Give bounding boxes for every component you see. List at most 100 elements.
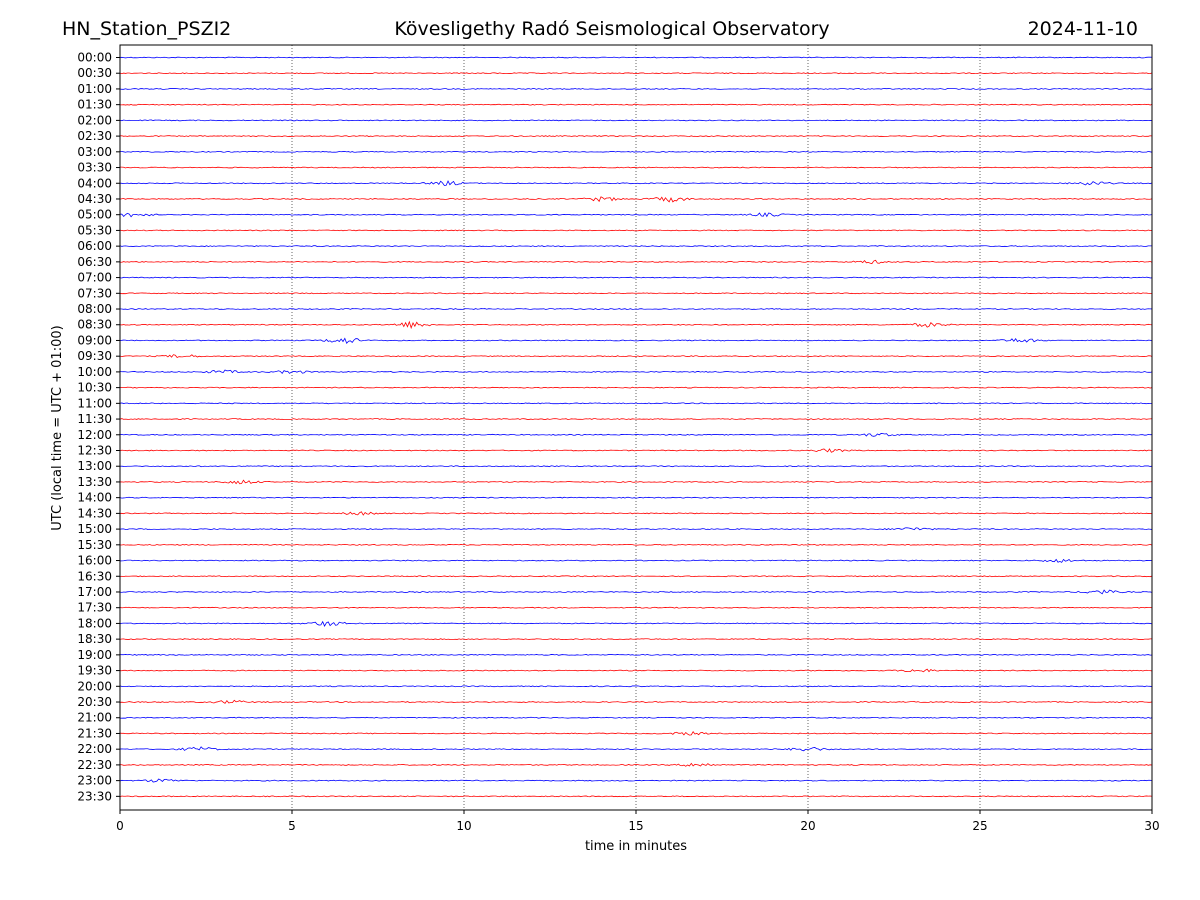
y-tick-label: 13:30	[77, 475, 112, 489]
y-tick-label: 02:00	[77, 113, 112, 127]
y-tick-label: 21:00	[77, 711, 112, 725]
y-tick-label: 05:30	[77, 223, 112, 237]
seismic-trace-row	[119, 638, 1152, 641]
y-tick-label: 22:30	[77, 758, 112, 772]
x-tick-label: 15	[628, 819, 643, 833]
seismic-trace-row	[119, 369, 1153, 374]
y-tick-label: 03:00	[77, 145, 112, 159]
y-tick-label: 17:00	[77, 585, 112, 599]
seismic-trace-row	[119, 527, 1153, 531]
plot-frame	[119, 44, 1153, 811]
seismic-trace-row	[119, 795, 1153, 798]
seismic-trace-row	[119, 668, 1153, 673]
x-tick-label: 30	[1144, 819, 1159, 833]
y-tick-label: 09:00	[77, 333, 112, 347]
y-tick-label: 09:30	[77, 349, 112, 363]
seismic-trace-row	[119, 575, 1153, 578]
seismic-trace-row	[119, 479, 1153, 485]
y-tick-label: 10:30	[77, 381, 112, 395]
y-tick-label: 14:00	[77, 491, 112, 505]
x-tick-label: 10	[456, 819, 471, 833]
seismic-trace-row	[119, 685, 1153, 688]
seismic-trace-row	[119, 119, 1153, 122]
y-tick-label: 21:30	[77, 726, 112, 740]
y-tick-label: 02:30	[77, 129, 112, 143]
observatory-title: Kövesligethy Radó Seismological Observat…	[394, 18, 829, 40]
seismic-trace-row	[119, 308, 1153, 310]
seismic-trace-row	[119, 56, 1153, 59]
seismic-trace-row	[119, 496, 1153, 499]
y-tick-label: 07:30	[77, 286, 112, 300]
seismic-trace-row	[119, 620, 1153, 627]
y-tick-label: 06:30	[77, 255, 112, 269]
seismic-trace-row	[119, 543, 1153, 546]
y-tick-label: 01:00	[77, 82, 112, 96]
y-tick-label: 04:00	[77, 176, 112, 190]
seismic-trace-row	[119, 589, 1153, 595]
seismic-trace-row	[119, 465, 1153, 468]
y-tick-label: 10:00	[77, 365, 112, 379]
seismic-trace-row	[119, 354, 1153, 359]
seismic-trace-row	[119, 180, 1153, 186]
seismic-trace-row	[119, 699, 1153, 704]
y-tick-label: 12:30	[77, 444, 112, 458]
seismic-traces	[119, 56, 1153, 798]
y-tick-label: 07:00	[77, 271, 112, 285]
seismic-trace-row	[119, 653, 1153, 656]
y-tick-label: 23:30	[77, 789, 112, 803]
x-axis-label: time in minutes	[585, 839, 687, 854]
y-tick-label: 01:30	[77, 98, 112, 112]
y-tick-label: 13:00	[77, 459, 112, 473]
seismic-trace-row	[119, 448, 1153, 453]
seismic-trace-row	[119, 402, 1153, 405]
y-tick-label: 03:30	[77, 161, 112, 175]
seismic-trace-row	[119, 558, 1153, 563]
station-title: HN_Station_PSZI2	[62, 18, 231, 40]
y-tick-label: 19:00	[77, 648, 112, 662]
y-tick-label: 22:00	[77, 742, 112, 756]
y-tick-label: 17:30	[77, 601, 112, 615]
y-axis-label: UTC (local time = UTC + 01:00)	[50, 325, 65, 530]
seismic-trace-row	[119, 166, 1153, 169]
y-tick-label: 14:30	[77, 506, 112, 520]
seismic-trace-row	[119, 72, 1153, 75]
y-tick-label: 06:00	[77, 239, 112, 253]
y-tick-label: 11:30	[77, 412, 112, 426]
y-tick-label: 15:30	[77, 538, 112, 552]
x-tick-label: 5	[288, 819, 296, 833]
seismic-trace-row	[119, 511, 1153, 516]
seismic-trace-row	[119, 88, 1153, 90]
seismic-trace-row	[119, 386, 1153, 389]
seismic-trace-row	[119, 746, 1153, 752]
y-tick-label: 16:00	[77, 554, 112, 568]
x-ticks: 0 5 10 15 20 25 30	[116, 810, 1160, 833]
y-tick-label: 18:00	[77, 616, 112, 630]
seismic-trace-row	[119, 337, 1153, 345]
seismic-trace-row	[119, 196, 1153, 203]
y-tick-label: 18:30	[77, 632, 112, 646]
seismic-trace-row	[119, 276, 1153, 279]
x-tick-label: 20	[800, 819, 815, 833]
y-tick-label: 12:00	[77, 428, 112, 442]
y-tick-label: 20:00	[77, 679, 112, 693]
seismic-trace-row	[119, 716, 1153, 719]
seismic-trace-row	[119, 259, 1153, 265]
y-tick-label: 08:00	[77, 302, 112, 316]
seismic-trace-row	[119, 606, 1153, 609]
y-tick-label: 20:30	[77, 695, 112, 709]
seismic-trace-row	[119, 418, 1153, 420]
seismic-trace-row	[119, 762, 1153, 767]
y-tick-label: 11:00	[77, 396, 112, 410]
seismic-trace-row	[119, 135, 1153, 137]
date-title: 2024-11-10	[1028, 18, 1138, 40]
y-tick-label: 08:30	[77, 318, 112, 332]
y-tick-label: 05:00	[77, 208, 112, 222]
seismic-trace-row	[119, 730, 1153, 736]
seismic-trace-row	[119, 778, 1153, 783]
y-tick-label: 04:30	[77, 192, 112, 206]
seismic-trace-row	[120, 150, 1153, 153]
seismic-trace-row	[119, 103, 1153, 106]
x-tick-label: 0	[116, 819, 124, 833]
